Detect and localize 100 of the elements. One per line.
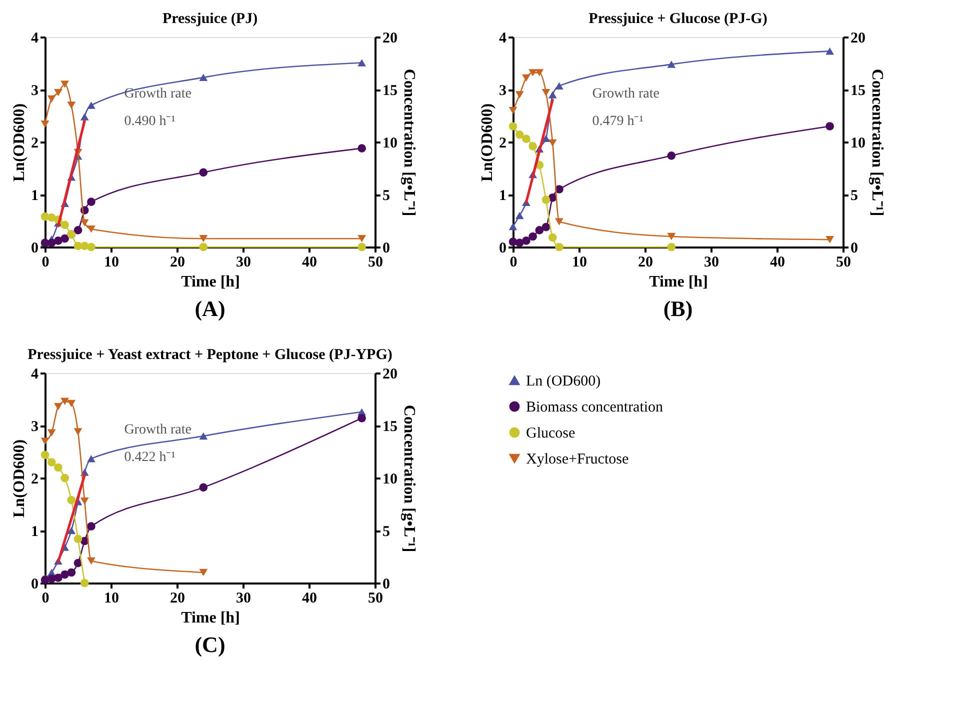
point — [54, 574, 62, 582]
point — [40, 120, 50, 128]
y-tick-label: 3 — [31, 419, 38, 435]
x-tick-label: 10 — [104, 254, 119, 270]
annotation: Growth rate — [592, 86, 660, 102]
annotation: 0.422 h⁻¹ — [124, 450, 176, 465]
point — [199, 168, 208, 177]
point — [67, 568, 76, 577]
y2-tick-label: 0 — [382, 240, 390, 256]
y-tick-label: 3 — [31, 83, 38, 99]
point — [80, 578, 89, 588]
x-tick-label: 0 — [510, 254, 518, 270]
annotation: Growth rate — [124, 86, 192, 102]
point — [87, 557, 96, 565]
point — [555, 242, 564, 252]
point — [60, 570, 69, 579]
point — [67, 526, 76, 534]
point — [826, 122, 834, 130]
point — [548, 233, 557, 242]
x-tick-label: 10 — [104, 590, 119, 606]
legend-label: Xylose+Fructose — [526, 452, 629, 468]
point — [60, 80, 69, 88]
point — [60, 220, 69, 230]
point — [54, 463, 62, 472]
point — [826, 236, 834, 244]
point — [47, 429, 56, 436]
point — [60, 234, 69, 243]
point — [548, 91, 557, 98]
point — [515, 238, 524, 247]
text: (C) — [194, 632, 226, 657]
point — [87, 522, 96, 530]
point — [555, 218, 564, 226]
point — [528, 232, 537, 241]
point — [515, 91, 524, 98]
y-tick-label: 1 — [499, 188, 506, 204]
y-tick-label: 0 — [499, 240, 506, 256]
text: (A) — [194, 296, 226, 321]
y2-tick-label: 10 — [850, 136, 866, 152]
x-tick-label: 40 — [302, 590, 317, 606]
point — [47, 95, 56, 103]
y2-tick-label: 20 — [850, 30, 866, 46]
x-tick-label: 20 — [170, 590, 185, 606]
y-axis-title: Ln(OD600) — [11, 103, 28, 182]
text: (B) — [663, 296, 693, 321]
y-tick-label: 3 — [499, 83, 506, 99]
point — [508, 106, 518, 114]
point — [667, 60, 676, 68]
x-tick-label: 50 — [368, 254, 383, 270]
x-tick-label: 0 — [42, 590, 50, 606]
point — [199, 242, 208, 252]
point — [74, 428, 82, 436]
point — [199, 74, 208, 82]
point — [47, 238, 56, 247]
x-axis-title: Time [h] — [649, 274, 708, 290]
point — [74, 534, 82, 544]
point — [542, 89, 550, 96]
y2-tick-label: 5 — [382, 524, 390, 540]
point — [87, 242, 96, 252]
point — [87, 454, 96, 462]
point — [535, 226, 544, 234]
y-axis-title: Ln(OD600) — [11, 439, 28, 518]
point — [522, 74, 530, 82]
y-tick-label: 2 — [499, 136, 506, 152]
y-tick-label: 2 — [31, 136, 38, 152]
point — [87, 198, 96, 206]
x-tick-label: 30 — [704, 254, 719, 270]
y-tick-label: 4 — [499, 30, 507, 46]
point — [358, 59, 366, 66]
point — [542, 196, 550, 204]
y2-tick-label: 15 — [382, 83, 398, 99]
point — [358, 414, 366, 422]
x-tick-label: 30 — [236, 254, 251, 270]
y2-tick-label: 15 — [850, 83, 866, 99]
point — [826, 48, 834, 55]
point — [54, 89, 62, 96]
y2-tick-label: 15 — [382, 419, 398, 435]
point — [40, 438, 50, 445]
point — [199, 568, 208, 576]
point — [87, 102, 96, 109]
point — [522, 134, 530, 144]
x-tick-label: 40 — [770, 254, 785, 270]
y2-axis-title: Concentration [g•L⁻¹] — [868, 68, 886, 216]
y2-axis-title: Concentration [g•L⁻¹] — [400, 68, 418, 216]
point — [528, 142, 537, 150]
point — [667, 232, 676, 240]
legend-label: Ln (OD600) — [526, 374, 601, 390]
y2-tick-label: 20 — [382, 30, 398, 46]
point — [508, 222, 518, 230]
point — [508, 122, 518, 130]
point — [40, 450, 50, 460]
point — [80, 113, 89, 120]
x-tick-label: 10 — [572, 254, 587, 270]
point — [67, 496, 76, 504]
y-tick-label: 4 — [31, 30, 39, 46]
point — [542, 222, 550, 232]
y-tick-label: 4 — [31, 366, 39, 382]
x-tick-label: 0 — [42, 254, 50, 270]
point — [358, 242, 366, 252]
x-tick-label: 50 — [836, 254, 851, 270]
point — [199, 234, 208, 242]
